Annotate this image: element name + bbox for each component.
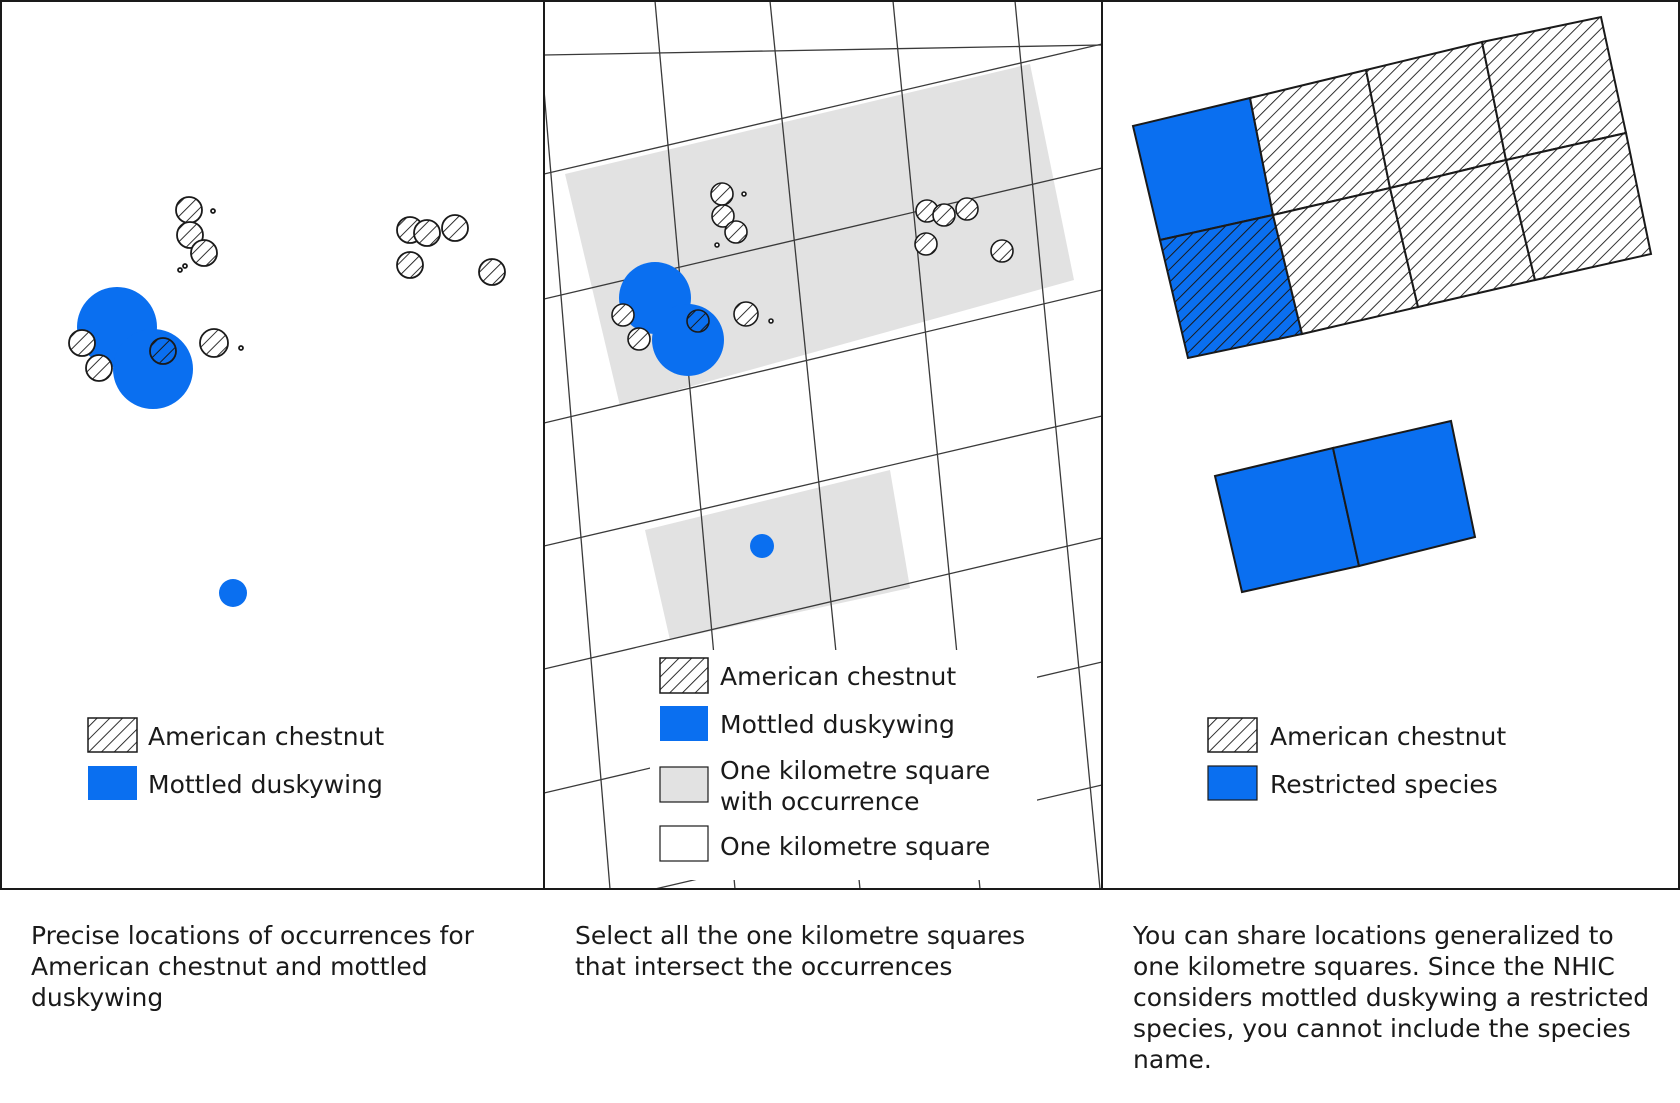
legend-swatch-hatch xyxy=(1207,717,1258,753)
legend-panel-2: American chestnut Mottled duskywing One … xyxy=(659,657,990,862)
legend-swatch-hatch xyxy=(659,657,709,694)
legend-swatch-gray xyxy=(659,766,709,803)
legend-swatch-blue xyxy=(660,706,708,741)
american-chestnut-occurrences xyxy=(611,182,1014,351)
legend-background xyxy=(650,650,1037,880)
legend-label: American chestnut xyxy=(1270,722,1506,751)
legend-swatch-hatch xyxy=(87,717,138,753)
generalized-chestnut-squares xyxy=(1131,15,1653,360)
legend-swatch-blue xyxy=(1207,765,1258,801)
caption-panel-3: You can share locations generalized to o… xyxy=(1133,921,1650,1074)
legend-label: American chestnut xyxy=(720,662,956,691)
american-chestnut-occurrences xyxy=(68,196,506,382)
legend-label: American chestnut xyxy=(148,722,384,751)
occurrence-squares xyxy=(565,64,1074,640)
panel-select-squares: American chestnut Mottled duskywing One … xyxy=(544,1,1102,889)
legend-swatch-blue xyxy=(88,766,137,800)
generalized-restricted-squares xyxy=(1213,419,1477,594)
legend-panel-1: American chestnut Mottled duskywing xyxy=(87,717,384,800)
legend-label: One kilometre square xyxy=(720,832,990,861)
legend-label: One kilometre square xyxy=(720,756,990,785)
legend-label: with occurrence xyxy=(720,787,920,816)
panel-precise-locations: American chestnut Mottled duskywing xyxy=(68,196,506,800)
panel-generalized: American chestnut Restricted species xyxy=(1131,15,1653,801)
legend-panel-3: American chestnut Restricted species xyxy=(1207,717,1506,801)
caption-panel-1: Precise locations of occurrences for Ame… xyxy=(31,921,474,1012)
legend-label: Mottled duskywing xyxy=(148,770,383,799)
legend-label: Mottled duskywing xyxy=(720,710,955,739)
caption-panel-2: Select all the one kilometre squares tha… xyxy=(575,921,1026,981)
panel-frames xyxy=(0,0,1680,890)
legend-swatch-white xyxy=(659,825,709,862)
legend-label: Restricted species xyxy=(1270,770,1498,799)
